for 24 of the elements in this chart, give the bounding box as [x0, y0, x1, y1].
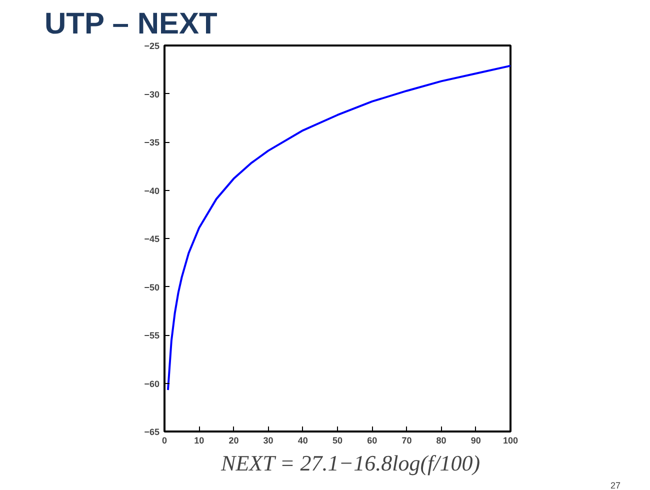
line-series	[166, 64, 510, 392]
x-tick-label: 0	[162, 436, 168, 446]
chart-title: UTP – NEXT	[44, 8, 218, 40]
x-tick-label: 100	[502, 436, 518, 446]
y-tick-label: −65	[144, 427, 160, 437]
y-tick-label: −35	[144, 138, 160, 148]
x-tick-label: 80	[436, 436, 446, 446]
x-tick-label: 90	[470, 436, 481, 446]
y-tick-label: −55	[144, 330, 160, 340]
x-tick-label: 50	[332, 436, 343, 446]
y-tick-label: −25	[144, 41, 160, 51]
x-tick-label: 40	[298, 436, 308, 446]
x-tick-label: 10	[194, 436, 204, 446]
y-tick-label: −30	[144, 89, 160, 100]
text: NEXT = 27.1−16.8log(f/100)	[220, 450, 480, 476]
x-tick-label: 20	[228, 436, 239, 446]
y-tick-label: −40	[144, 186, 160, 196]
text: 27	[610, 480, 621, 490]
x-tick-label: 60	[367, 436, 378, 446]
y-tick-label: −45	[144, 234, 160, 244]
y-tick-label: −50	[144, 282, 160, 292]
x-tick-label: 30	[263, 436, 274, 446]
y-tick-label: −60	[144, 378, 160, 389]
x-tick-label: 70	[402, 436, 412, 446]
